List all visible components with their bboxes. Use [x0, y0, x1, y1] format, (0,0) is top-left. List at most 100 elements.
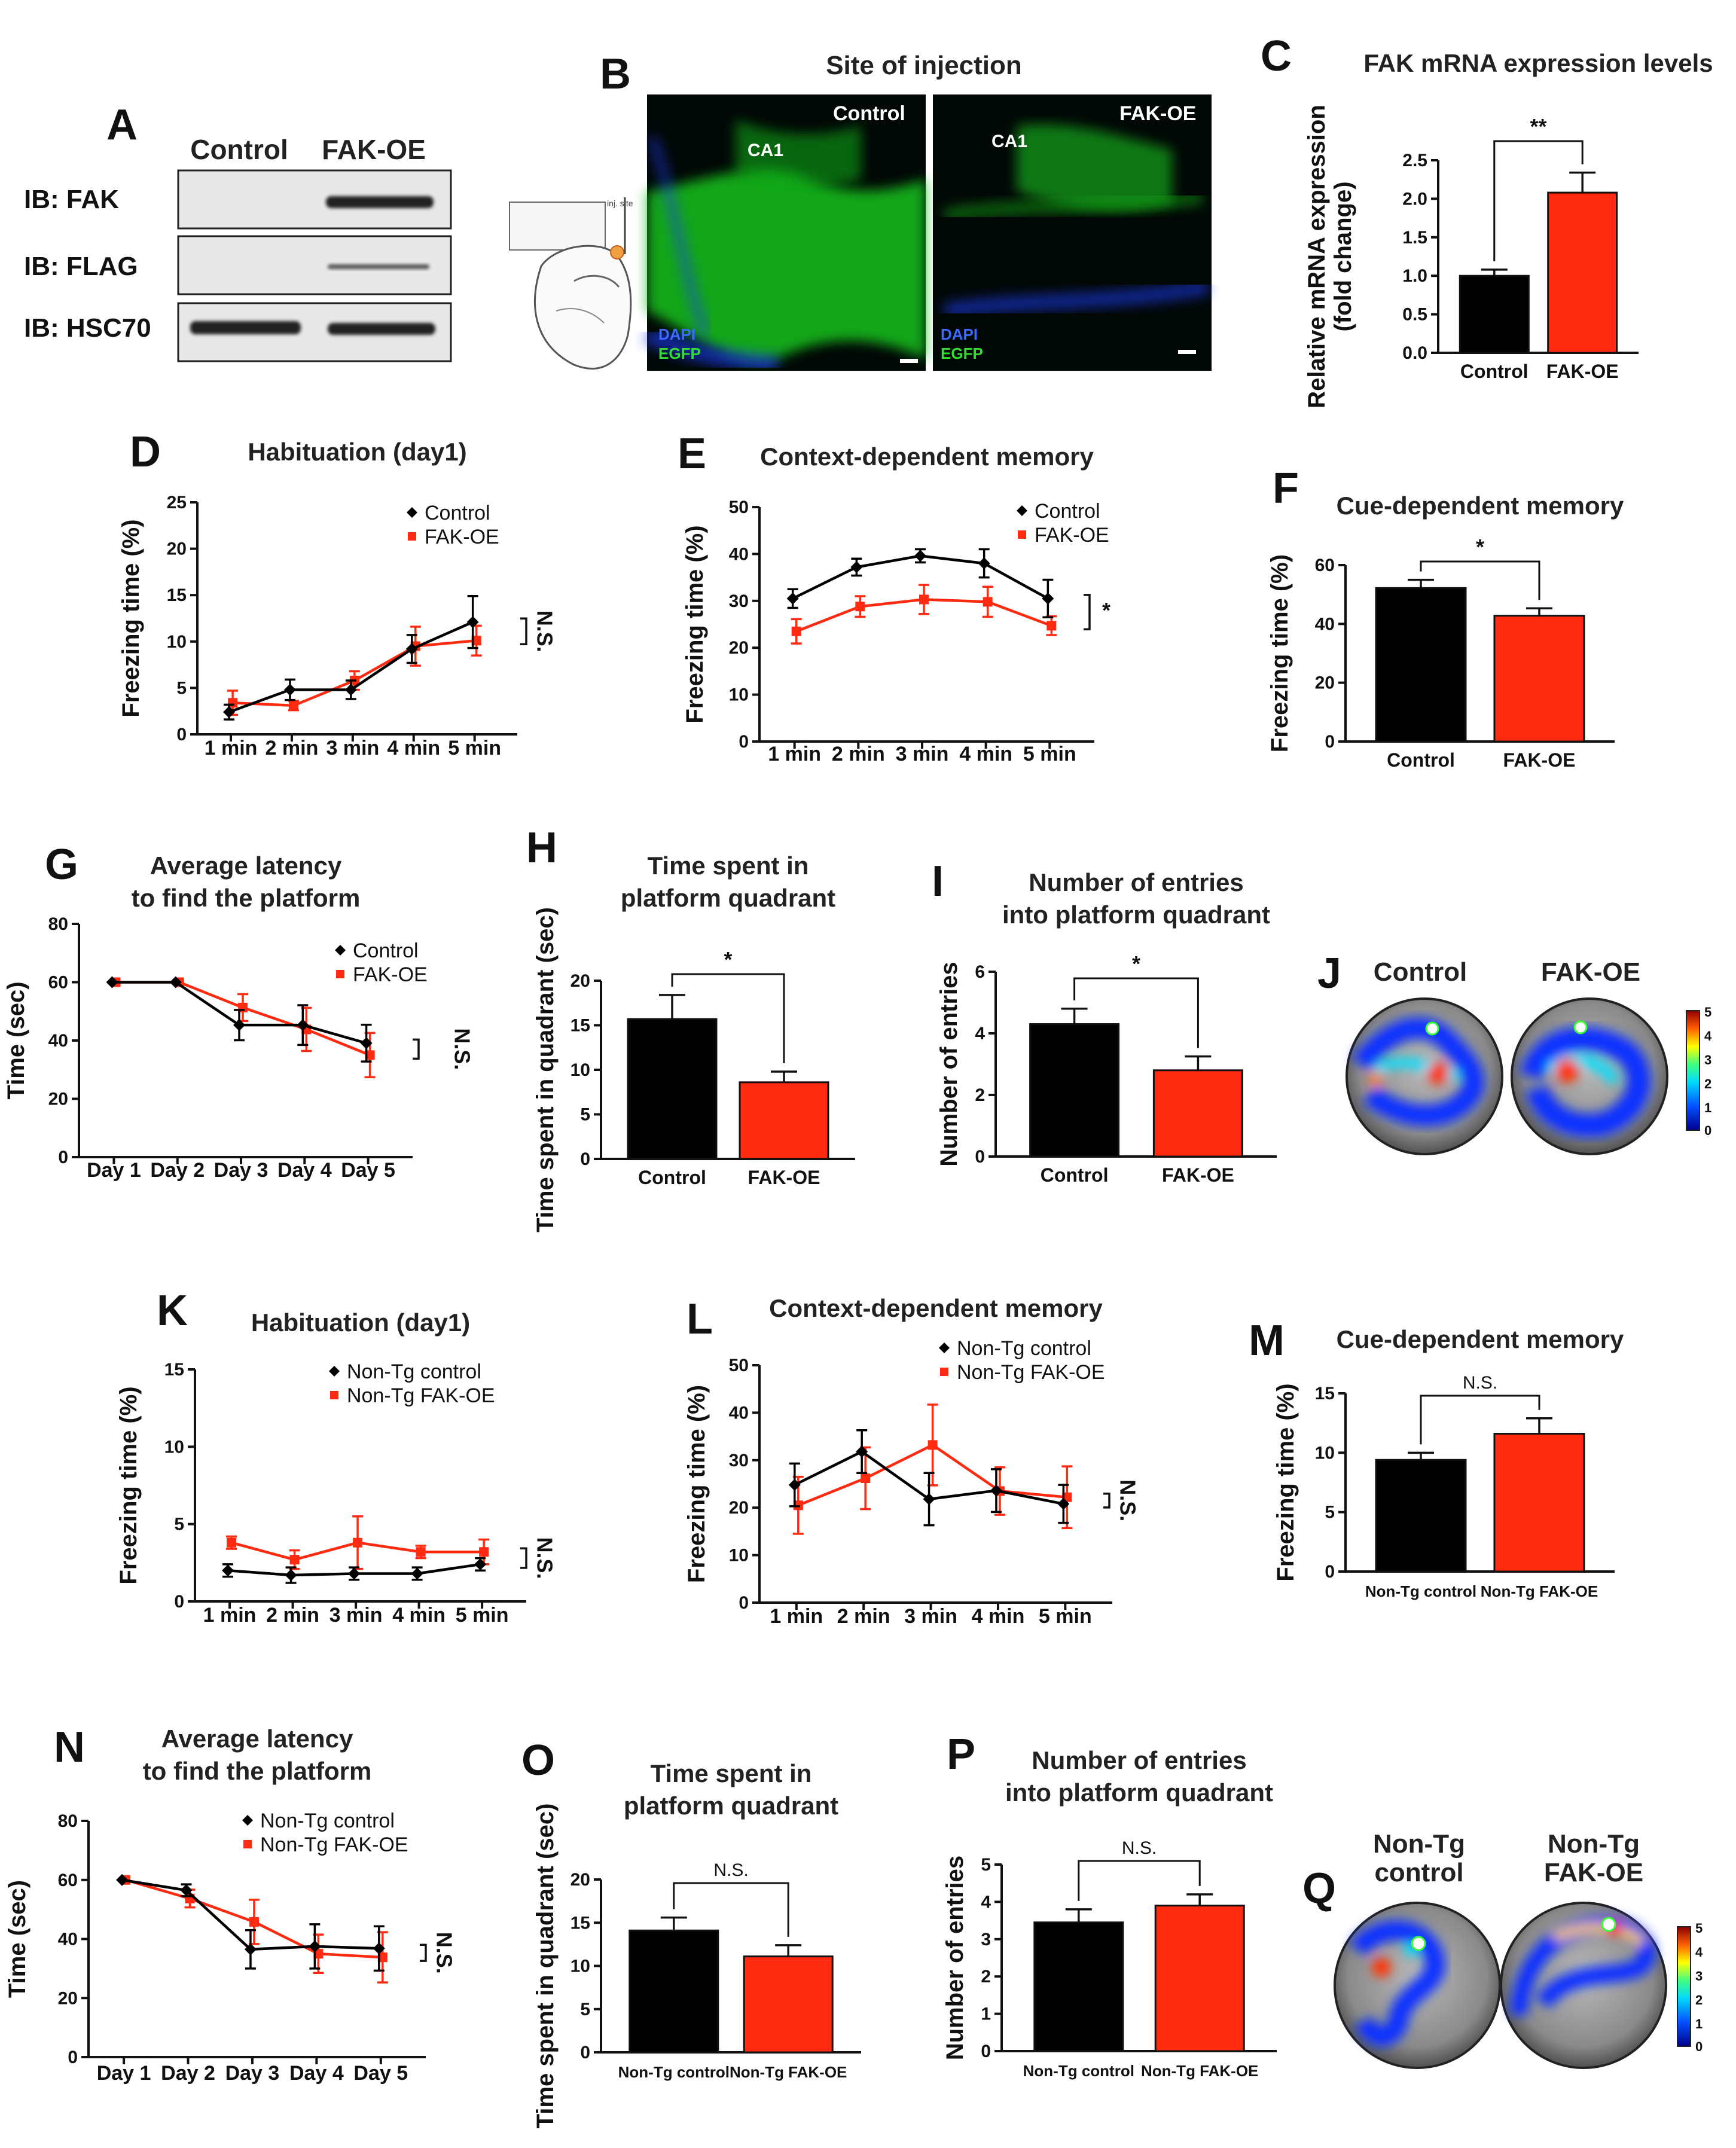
x-tick-label-k: 3 min [329, 1604, 383, 1627]
y-tick-label-h: 20 [570, 971, 590, 991]
y-tick-label-o: 20 [570, 1870, 590, 1890]
y-tick-label-e: 40 [729, 544, 749, 564]
y-tick-label-h: 15 [570, 1016, 590, 1036]
legend-marker-n-fakoe [243, 1840, 252, 1848]
x-tick-label-d: 4 min [387, 737, 440, 759]
data-point-n-control [309, 1940, 321, 1952]
stain-label-dapi-control: DAPI [658, 325, 695, 343]
legend-label-n-fakoe: Non-Tg FAK-OE [260, 1833, 408, 1856]
data-point-e-fakoe [1047, 621, 1057, 631]
data-point-e-control [914, 550, 926, 562]
svg-text:2: 2 [1695, 1993, 1703, 2007]
y-tick-label-m: 10 [1315, 1443, 1335, 1463]
heatmap-q-label-fakoe-line2: FAK-OE [1544, 1858, 1643, 1887]
significance-bracket-h [671, 973, 785, 1063]
x-tick-label-g: Day 1 [87, 1159, 141, 1182]
legend-marker-k-fakoe [330, 1391, 338, 1399]
svg-text:4: 4 [1704, 1029, 1712, 1044]
y-tick-label-d: 0 [176, 725, 187, 745]
blot-row-flag: IB: FLAG [24, 252, 138, 281]
data-point-d-control [283, 684, 296, 696]
significance-label-p: N.S. [1122, 1838, 1157, 1858]
x-tick-label-g: Day 4 [277, 1159, 332, 1182]
chart-title-c: FAK mRNA expression levels [1363, 49, 1713, 77]
significance-label-i: * [1132, 951, 1140, 976]
significance-label-g: N.S. [450, 1028, 474, 1070]
scale-bar-control [900, 359, 918, 363]
bar-o-control [629, 1929, 719, 2054]
chart-title-o-line1: Time spent in [651, 1759, 812, 1787]
chart-panel-letters: C D E F G H I K L M N O P [45, 32, 1299, 1784]
legend-label-n-control: Non-Tg control [260, 1810, 395, 1832]
y-axis-label-m: Freezing time (%) [1273, 1383, 1299, 1581]
significance-bracket-n [420, 1943, 427, 1962]
panel-letter-a: A [106, 101, 138, 149]
significance-label-f: * [1476, 535, 1484, 559]
y-tick-label-i: 4 [975, 1024, 985, 1044]
y-axis-label-n: Time (sec) [4, 1880, 30, 1998]
data-point-n-fakoe [313, 1949, 324, 1959]
y-axis-label-p: Number of entries [942, 1856, 968, 2060]
chart-title-k: Habituation (day1) [251, 1308, 470, 1337]
chart-title-i-line1: Number of entries [1029, 868, 1243, 896]
svg-text:2: 2 [1704, 1076, 1711, 1091]
y-tick-label-k: 15 [164, 1360, 184, 1380]
significance-label-m: N.S. [1463, 1373, 1497, 1393]
data-point-n-fakoe [249, 1917, 259, 1927]
legend-marker-l-fakoe [940, 1368, 948, 1376]
svg-text:0: 0 [1704, 1123, 1711, 1138]
data-point-g-control [360, 1037, 373, 1049]
y-axis-label-l: Freezing time (%) [684, 1385, 710, 1583]
data-point-g-control [169, 976, 182, 988]
data-point-k-fakoe [289, 1555, 300, 1565]
svg-text:3: 3 [1704, 1052, 1711, 1067]
legend-label-d-fakoe: FAK-OE [425, 526, 499, 548]
y-tick-label-e: 50 [729, 498, 749, 517]
chart-title-h-line1: Time spent in [648, 852, 809, 880]
x-tick-label-d: 2 min [266, 737, 319, 759]
y-tick-label-i: 0 [975, 1147, 985, 1167]
significance-bracket-d [520, 617, 527, 645]
x-category-label-o: Non-Tg control [618, 2063, 730, 2081]
y-tick-label-g: 20 [48, 1090, 68, 1109]
legend-marker-d-fakoe [408, 532, 416, 541]
x-tick-label-l: 1 min [770, 1605, 823, 1628]
x-tick-label-n: Day 3 [225, 2062, 280, 2085]
micrograph-fakoe: FAK-OE CA1 DAPI EGFP [933, 94, 1212, 371]
y-tick-label-p: 5 [981, 1855, 991, 1875]
data-point-e-fakoe [791, 626, 801, 636]
y-tick-label-d: 15 [167, 585, 187, 605]
charts-layer: FAK mRNA expression levels 0.0 0.5 1.0 1.5 2.… [3, 49, 1713, 2128]
x-tick-label-k: 2 min [266, 1604, 319, 1627]
chart-title-f: Cue-dependent memory [1337, 492, 1624, 520]
heatmap-arena-q-control [1334, 1902, 1501, 2069]
significance-label-c: ** [1530, 114, 1546, 139]
y-tick-label-m: 15 [1315, 1384, 1335, 1403]
x-tick-label-e: 4 min [959, 743, 1012, 765]
y-axis-label-k: Freezing time (%) [115, 1386, 142, 1584]
y-axis-label-c-line1: Relative mRNA expression [1304, 105, 1330, 408]
y-tick-label-h: 10 [570, 1060, 590, 1080]
panel-letter-h: H [526, 824, 557, 872]
data-point-n-control [373, 1942, 385, 1955]
y-tick-label-l: 40 [729, 1403, 749, 1423]
chart-h: Time spent in platform quadrant 0 5 10 15 20 Ti… [532, 852, 855, 1232]
heatmap-q-label-fakoe-line1: Non-Tg [1548, 1829, 1640, 1859]
chart-n: Average latency to find the platform 0 20 40… [4, 1725, 456, 2085]
x-category-label-i: Control [1041, 1164, 1109, 1186]
x-tick-label-n: Day 1 [97, 2062, 151, 2085]
x-category-label-m: Non-Tg control [1365, 1582, 1476, 1600]
significance-bracket-k [520, 1547, 527, 1569]
legend-marker-n-control [242, 1815, 253, 1826]
data-point-g-control [106, 976, 118, 988]
bar-h-fakoe [739, 1081, 829, 1160]
svg-text:3: 3 [1695, 1969, 1703, 1984]
y-tick-label-c: 0.0 [1402, 343, 1427, 363]
panel-letter-n: N [54, 1723, 85, 1771]
chart-title-l: Context-dependent memory [769, 1294, 1103, 1322]
significance-label-o: N.S. [713, 1860, 748, 1880]
panel-letter-g: G [45, 841, 78, 889]
chart-title-o-line2: platform quadrant [624, 1792, 838, 1820]
data-point-d-fakoe [471, 636, 481, 646]
micrograph-label-control: Control [833, 102, 905, 125]
